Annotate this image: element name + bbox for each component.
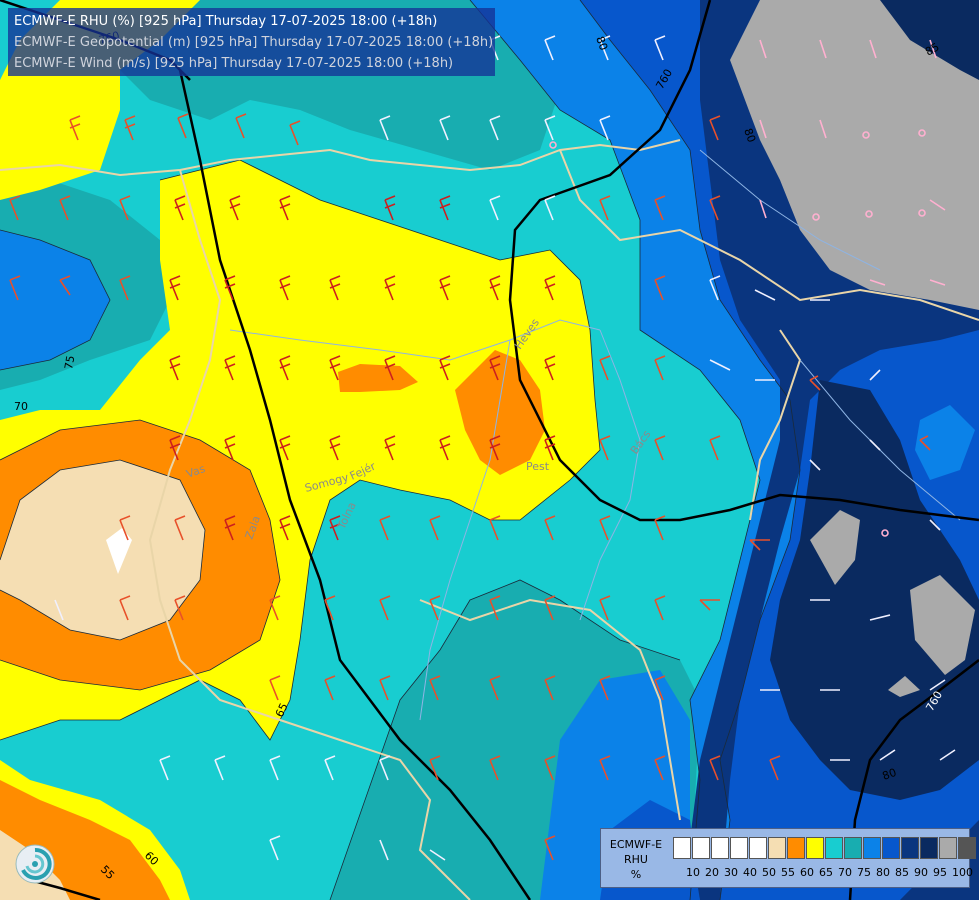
legend-tick: 75 — [857, 866, 871, 879]
rhu-band-95-pocket-2 — [910, 575, 975, 675]
legend-tick: 55 — [781, 866, 795, 879]
legend-swatch — [844, 837, 862, 859]
legend-tick: 100 — [952, 866, 973, 879]
title-wind: ECMWF-E Wind (m/s) [925 hPa] Thursday 17… — [14, 56, 454, 71]
rhu-label: 80 — [741, 127, 758, 145]
legend-swatch — [863, 837, 881, 859]
rhu-pocket-east — [915, 405, 975, 480]
legend-swatch — [939, 837, 957, 859]
rhu-band-60-fejer — [338, 364, 418, 392]
rhu-band-55-west — [0, 460, 205, 640]
legend-swatch — [787, 837, 805, 859]
legend-swatch — [901, 837, 919, 859]
legend-tick: 70 — [838, 866, 852, 879]
place-name: Pest — [526, 460, 550, 473]
legend-tick: 80 — [876, 866, 890, 879]
place-name: Vas — [185, 462, 208, 481]
legend-swatch — [768, 837, 786, 859]
rhu-band-90-core — [770, 380, 979, 800]
legend-tick: 40 — [743, 866, 757, 879]
rhu-label: 70 — [14, 400, 28, 413]
legend-tick: 65 — [819, 866, 833, 879]
legend-swatches — [673, 837, 977, 859]
legend-swatch — [673, 837, 691, 859]
legend-variable: RHU — [624, 853, 648, 866]
legend-tick: 20 — [705, 866, 719, 879]
rhu-contour-lines — [0, 0, 801, 900]
wind-barbs — [9, 35, 956, 861]
wind-barbs-pink — [759, 39, 946, 286]
rhu-band-95-pocket-1 — [810, 510, 860, 585]
legend-tick: 90 — [914, 866, 928, 879]
legend-swatch — [806, 837, 824, 859]
rhu-label: 85 — [923, 40, 942, 58]
legend-title: ECMWF-E RHU % — [605, 837, 667, 882]
calm-markers — [549, 129, 926, 537]
rhu-label: 80 — [881, 766, 899, 783]
legend-tick: 85 — [895, 866, 909, 879]
map-title-box: ECMWF-E RHU (%) [925 hPa] Thursday 17-07… — [8, 8, 495, 76]
rhu-label: 80 — [593, 35, 610, 53]
rhu-label: 65 — [273, 701, 291, 719]
rhu-band-80-west — [0, 230, 110, 370]
legend-tick: 30 — [724, 866, 738, 879]
legend-swatch — [730, 837, 748, 859]
rhu-band-95-ne — [730, 0, 979, 310]
ogimet-logo-icon — [14, 842, 56, 886]
rhu-band-50-patch — [106, 528, 132, 574]
wind-barbs-red — [169, 195, 556, 541]
rhu-legend: ECMWF-E RHU % 10 20 30 40 50 55 60 65 70 75 80 85 90… — [600, 828, 976, 888]
legend-tick: 50 — [762, 866, 776, 879]
legend-swatch — [825, 837, 843, 859]
legend-tick: 60 — [800, 866, 814, 879]
title-geopotential: ECMWF-E Geopotential (m) [925 hPa] Thurs… — [14, 35, 494, 50]
contour-labels: 760 65 760 760 80 85 75 70 60 55 80 80 — [14, 29, 945, 882]
rhu-label: 75 — [62, 354, 77, 370]
legend-swatch — [749, 837, 767, 859]
legend-swatch — [882, 837, 900, 859]
title-rhu: ECMWF-E RHU (%) [925 hPa] Thursday 17-07… — [14, 14, 438, 29]
legend-swatch — [692, 837, 710, 859]
legend-unit: % — [630, 868, 642, 881]
rhu-band-95-pocket-3 — [888, 676, 920, 697]
rhu-band-60-pest — [455, 350, 545, 475]
legend-swatch — [920, 837, 938, 859]
legend-swatch — [711, 837, 729, 859]
legend-model: ECMWF-E — [609, 838, 663, 851]
wind-barbs-orange — [9, 113, 931, 861]
legend-swatch — [958, 837, 976, 859]
legend-tick: 10 — [686, 866, 700, 879]
legend-tick: 95 — [933, 866, 947, 879]
country-borders — [0, 139, 979, 900]
